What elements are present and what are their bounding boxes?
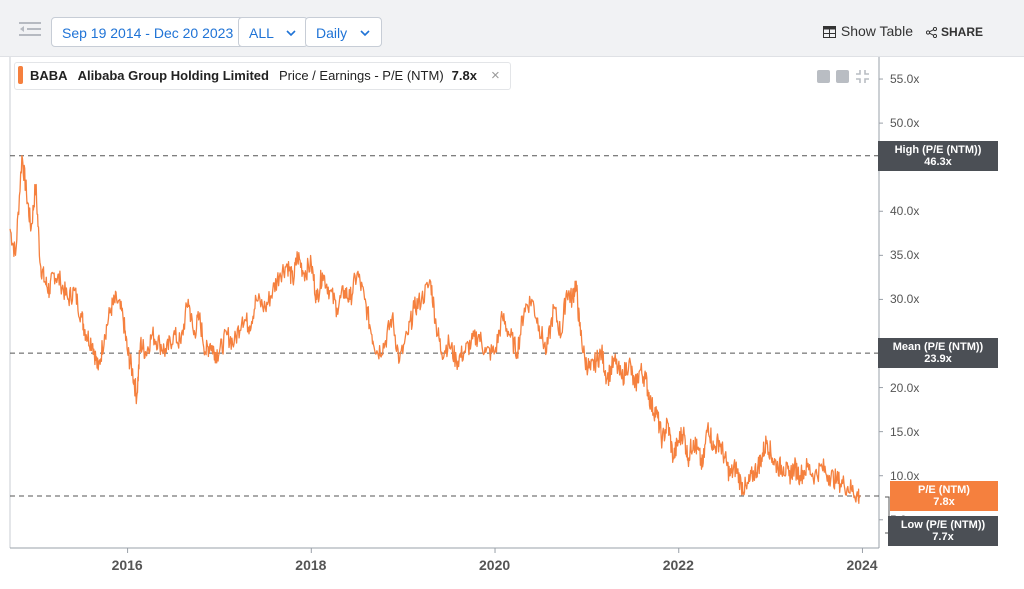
x-tick-label: 2016	[111, 557, 143, 573]
legend-ticker: BABA	[30, 68, 68, 83]
current-value-label: P/E (NTM) 7.8x	[890, 481, 998, 511]
label-bracket	[885, 496, 890, 534]
low-label-text: Low (P/E (NTM))	[900, 519, 986, 531]
low-label-value: 7.7x	[932, 531, 954, 543]
move-up-icon[interactable]	[817, 70, 830, 83]
x-tick-label: 2022	[662, 557, 694, 573]
high-label-value: 46.3x	[924, 155, 952, 168]
table-icon	[822, 26, 836, 38]
pe-series-line	[9, 155, 861, 504]
y-tick-label: 35.0x	[890, 248, 920, 263]
low-reference-label: Low (P/E (NTM)) 7.7x	[888, 516, 998, 546]
toolbar: Sep 19 2014 - Dec 20 2023 ALL Daily Show…	[0, 0, 1024, 57]
y-tick-label: 20.0x	[890, 380, 920, 395]
series-legend: BABA Alibaba Group Holding Limited Price /…	[14, 62, 511, 90]
x-tick-label: 2018	[295, 557, 327, 573]
y-tick-label: 40.0x	[890, 204, 920, 219]
x-tick-label: 2024	[846, 557, 878, 573]
mean-label-value: 23.9x	[924, 353, 952, 366]
y-tick-label: 50.0x	[890, 116, 920, 131]
chevron-down-icon	[286, 30, 296, 37]
mean-reference-label: Mean (P/E (NTM)) 23.9x	[878, 338, 998, 369]
y-tick-label: 10.0x	[890, 468, 920, 483]
frequency-label: Daily	[316, 25, 348, 41]
share-label: SHARE	[940, 25, 983, 39]
period-label: ALL	[249, 25, 274, 41]
legend-company: Alibaba Group Holding Limited	[77, 68, 269, 83]
x-tick-label: 2020	[479, 557, 511, 573]
chevron-down-icon	[360, 30, 370, 37]
mean-label-text: Mean (P/E (NTM))	[892, 341, 984, 354]
share-icon	[925, 26, 938, 39]
show-table-button[interactable]: Show Table	[822, 23, 913, 39]
y-tick-label: 15.0x	[890, 424, 920, 439]
legend-metric: Price / Earnings - P/E (NTM)	[278, 68, 444, 83]
series-swatch	[18, 66, 23, 84]
date-range-button[interactable]: Sep 19 2014 - Dec 20 2023	[51, 17, 245, 47]
date-range-label: Sep 19 2014 - Dec 20 2023	[62, 25, 234, 41]
high-reference-label: High (P/E (NTM)) 46.3x	[878, 140, 998, 171]
current-label-text: P/E (NTM)	[918, 484, 970, 496]
collapse-sidebar-icon[interactable]	[19, 19, 41, 39]
legend-value: 7.8x	[451, 68, 477, 83]
current-label-value: 7.8x	[933, 496, 955, 508]
period-dropdown[interactable]: ALL	[238, 17, 309, 47]
y-tick-label: 30.0x	[890, 292, 920, 307]
move-down-icon[interactable]	[836, 70, 849, 83]
collapse-icon[interactable]	[855, 69, 870, 84]
share-button[interactable]: SHARE	[925, 25, 983, 39]
legend-close-icon[interactable]: ×	[490, 67, 500, 84]
show-table-label: Show Table	[840, 23, 913, 39]
frequency-dropdown[interactable]: Daily	[305, 17, 383, 47]
y-tick-label: 55.0x	[890, 72, 920, 87]
high-label-text: High (P/E (NTM))	[894, 143, 982, 156]
